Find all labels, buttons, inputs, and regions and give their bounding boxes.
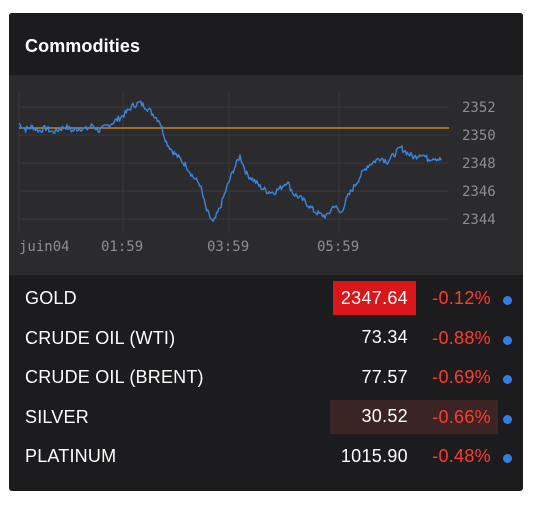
commodities-widget: Commodities 2352 2350 2348 2346 2344 juin04 0… [9,13,523,491]
live-indicator-dot [503,296,512,305]
commodity-name: CRUDE OIL (WTI) [25,327,176,348]
commodity-price: 77.57 [361,366,408,387]
y-tick-label: 2344 [462,212,496,228]
price-chart-svg: 2352 2350 2348 2346 2344 juin04 01:59 03:59 05:… [18,93,496,255]
price-chart[interactable]: 2352 2350 2348 2346 2344 juin04 01:59 03:59 05:… [9,75,523,275]
y-tick-label: 2348 [462,156,496,172]
price-flash-highlight [330,399,498,434]
live-indicator-dot [503,335,512,345]
list-item-crude-oil-brent[interactable]: CRUDE OIL (BRENT) 77.57 -0.69% [9,358,523,398]
commodity-name: PLATINUM [25,446,117,466]
live-indicator-dot [503,414,512,424]
y-tick-label: 2346 [462,184,496,200]
list-item-gold[interactable]: GOLD 2347.64 -0.12% [9,279,523,319]
x-tick-label: 03:59 [207,239,249,255]
commodity-change: -0.69% [432,367,491,387]
commodity-name: SILVER [25,406,89,427]
x-tick-label: juin04 [19,239,70,255]
live-indicator-dot [503,375,512,384]
commodity-change: -0.12% [432,288,491,308]
commodity-price: 1015.90 [340,445,408,466]
x-tick-label: 05:59 [317,239,359,255]
x-tick-label: 01:59 [101,239,143,255]
y-tick-label: 2350 [462,128,496,144]
list-item-silver[interactable]: SILVER 30.52 -0.66% [9,398,523,438]
price-series-line [18,100,442,223]
commodity-name: CRUDE OIL (BRENT) [25,367,204,387]
commodity-price: 73.34 [361,327,408,347]
commodity-price: 2347.64 [332,281,416,315]
widget-title: Commodities [25,36,141,56]
commodity-change: -0.88% [432,327,491,348]
commodity-change: -0.66% [432,406,491,427]
commodity-change: -0.48% [432,446,491,466]
y-tick-label: 2352 [462,100,496,116]
widget-header: Commodities [9,13,523,75]
live-indicator-dot [503,454,512,463]
commodity-price: 30.52 [361,406,408,426]
list-item-platinum[interactable]: PLATINUM 1015.90 -0.48% [9,437,523,477]
list-item-crude-oil-wti[interactable]: CRUDE OIL (WTI) 73.34 -0.88% [9,319,523,359]
commodity-name: GOLD [25,288,77,308]
commodity-list: GOLD 2347.64 -0.12% CRUDE OIL (WTI) 73.3… [9,279,523,477]
